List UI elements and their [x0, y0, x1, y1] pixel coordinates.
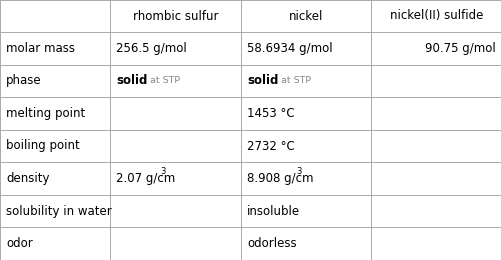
Text: phase: phase — [6, 74, 42, 87]
Text: 2.07 g/cm: 2.07 g/cm — [116, 172, 175, 185]
Text: 1453 °C: 1453 °C — [246, 107, 294, 120]
Text: 58.6934 g/mol: 58.6934 g/mol — [246, 42, 332, 55]
Text: rhombic sulfur: rhombic sulfur — [133, 10, 218, 23]
Text: nickel: nickel — [289, 10, 323, 23]
Text: density: density — [6, 172, 50, 185]
Text: odorless: odorless — [246, 237, 296, 250]
Text: 8.908 g/cm: 8.908 g/cm — [246, 172, 313, 185]
Text: insoluble: insoluble — [246, 205, 300, 218]
Text: boiling point: boiling point — [6, 140, 80, 153]
Text: melting point: melting point — [6, 107, 85, 120]
Text: solid: solid — [246, 74, 278, 87]
Text: 2732 °C: 2732 °C — [246, 140, 294, 153]
Text: at STP: at STP — [275, 76, 311, 85]
Text: 90.75 g/mol: 90.75 g/mol — [424, 42, 495, 55]
Text: molar mass: molar mass — [6, 42, 75, 55]
Text: 3: 3 — [296, 167, 301, 176]
Text: odor: odor — [6, 237, 33, 250]
Text: nickel(II) sulfide: nickel(II) sulfide — [389, 10, 482, 23]
Text: at STP: at STP — [144, 76, 180, 85]
Text: solubility in water: solubility in water — [6, 205, 112, 218]
Text: 256.5 g/mol: 256.5 g/mol — [116, 42, 187, 55]
Text: solid: solid — [116, 74, 147, 87]
Text: 3: 3 — [160, 167, 166, 176]
